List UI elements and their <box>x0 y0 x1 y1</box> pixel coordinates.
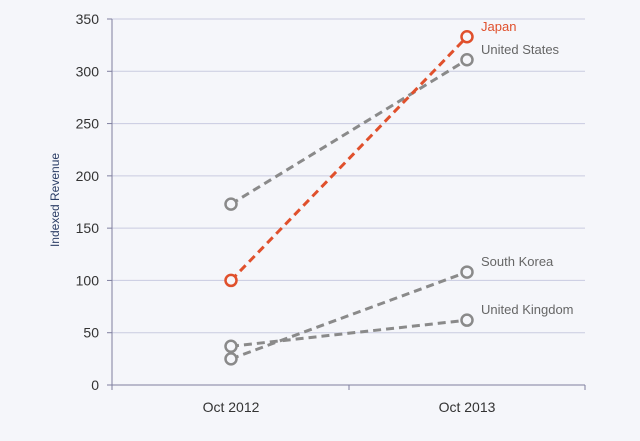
data-point <box>460 53 474 67</box>
data-point <box>224 352 238 366</box>
series-line <box>230 318 468 348</box>
series-label: South Korea <box>481 254 554 269</box>
axes: 0 50 100 150 200 250 300 350 Oct 2012 Oct 2013 <box>76 11 586 415</box>
data-point <box>460 30 474 44</box>
y-tick-label: 250 <box>76 116 100 132</box>
series-label: United Kingdom <box>481 302 574 317</box>
data-point <box>224 197 238 211</box>
series-line <box>230 58 468 206</box>
y-tick-label: 150 <box>76 220 100 236</box>
labels: Japan United States South Korea United King… <box>481 19 574 317</box>
data-point <box>460 313 474 327</box>
data-point <box>224 273 238 288</box>
y-tick-label: 0 <box>91 377 99 393</box>
series-line <box>230 270 468 361</box>
y-tick-label: 50 <box>83 325 99 341</box>
data-point <box>224 339 238 354</box>
series-line <box>229 35 469 282</box>
y-tick-label: 100 <box>76 272 100 288</box>
data-point <box>460 265 474 279</box>
y-tick-label: 300 <box>76 63 100 79</box>
x-tick-label: Oct 2013 <box>439 399 496 415</box>
y-tick-label: 350 <box>76 11 100 27</box>
x-tick-label: Oct 2012 <box>203 399 260 415</box>
y-tick-label: 200 <box>76 168 100 184</box>
series-label: Japan <box>481 19 516 34</box>
y-axis-label: Indexed Revenue <box>48 153 62 247</box>
series-lines <box>224 30 474 366</box>
gridlines <box>112 18 585 334</box>
series-label: United States <box>481 42 560 57</box>
